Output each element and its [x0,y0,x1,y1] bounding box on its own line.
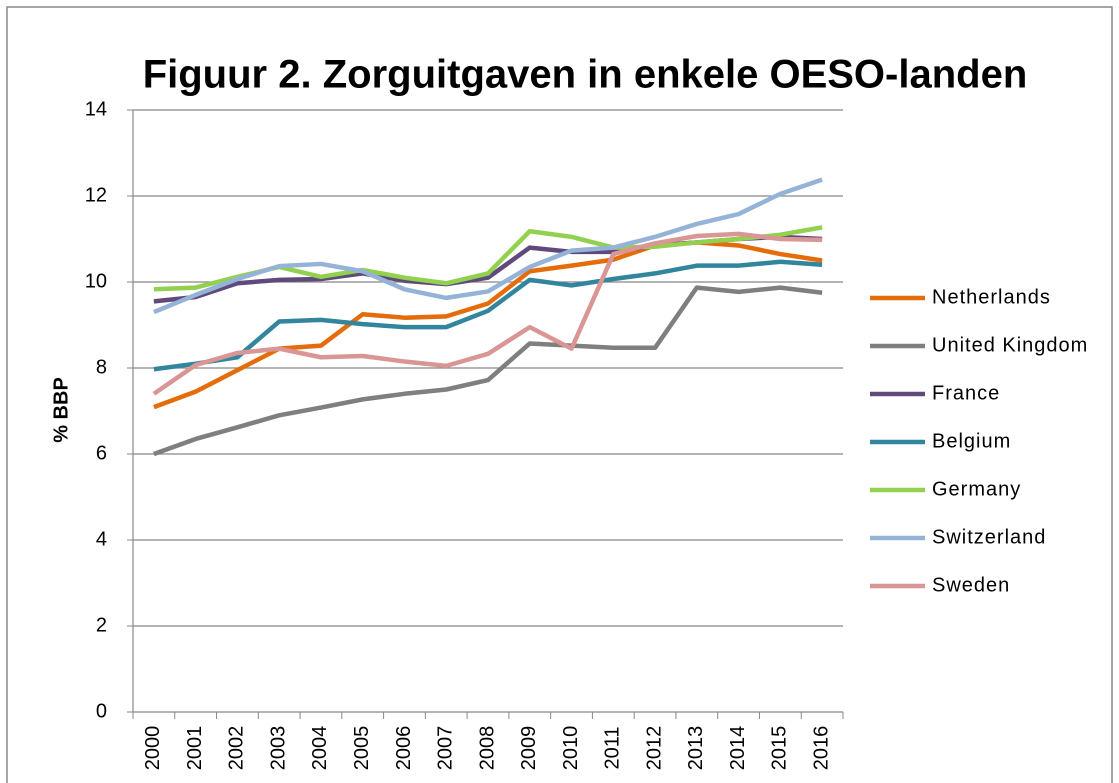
y-tick-label: 0 [96,700,107,722]
y-tick-label: 8 [96,356,107,378]
x-tick-label: 2008 [476,726,498,771]
legend-label: Sweden [932,574,1010,596]
x-tick-label: 2006 [393,726,415,771]
legend-label: Belgium [932,430,1011,452]
x-tick-label: 2010 [560,726,582,771]
legend-label: Switzerland [932,526,1046,548]
x-tick-label: 2016 [810,726,832,771]
x-tick-label: 2011 [602,726,624,769]
y-tick-label: 4 [96,528,107,550]
series-line [153,177,823,315]
x-tick-label: 2002 [226,726,248,771]
legend-label: France [932,382,1000,404]
series-line [153,259,823,372]
x-tick-label: 2015 [769,726,791,771]
x-tick-label: 2000 [142,726,164,771]
x-tick-label: 2009 [518,726,540,771]
chart-title: Figuur 2. Zorguitgaven in enkele OESO-la… [143,53,1028,97]
x-tick-label: 2007 [435,726,457,771]
y-tick-label: 10 [85,270,107,292]
x-tick-label: 2013 [685,726,707,771]
x-tick-label: 2012 [643,726,665,771]
legend-label: Germany [932,478,1021,500]
y-axis-label: % BBP [50,377,72,443]
legend-label: United Kingdom [932,334,1088,356]
x-tick-label: 2004 [309,726,331,771]
x-tick-label: 2014 [727,726,749,771]
y-tick-label: 2 [96,614,107,636]
x-tick-label: 2003 [267,726,289,771]
series-line [152,231,823,396]
series-line [153,285,823,457]
y-tick-label: 12 [85,184,107,206]
y-tick-label: 6 [96,442,107,464]
x-tick-label: 2005 [351,726,373,771]
legend-label: Netherlands [932,286,1051,308]
x-tick-label: 2001 [184,726,206,771]
y-tick-label: 14 [85,98,107,120]
